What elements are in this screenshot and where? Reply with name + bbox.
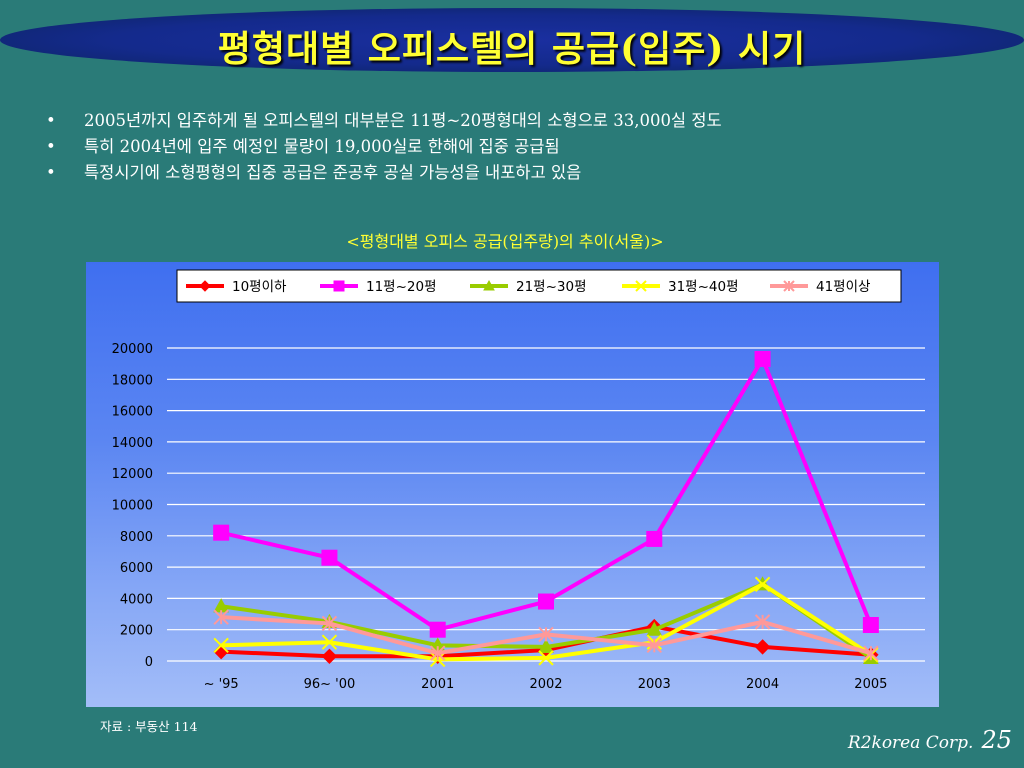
data-point: [754, 576, 771, 593]
line-chart: 0 2000 4000 6000 8000 10000 12000 14000 16000 180…: [112, 269, 925, 692]
legend-label: 41평이상: [816, 279, 870, 295]
y-tick-label: 14000: [112, 436, 153, 451]
data-point: [646, 637, 662, 654]
y-tick-label: 8000: [120, 530, 153, 545]
chart-title: <평형대별 오피스 공급(입주량)의 추이(서울)>: [346, 232, 664, 251]
data-point: [483, 279, 495, 291]
title-band: [0, 8, 1024, 72]
data-point: [754, 614, 771, 630]
y-tick-label: 16000: [112, 405, 153, 420]
y-tick-label: 0: [145, 655, 153, 670]
series-2: [213, 350, 879, 638]
data-point: [538, 638, 554, 654]
y-tick-label: 4000: [120, 592, 153, 607]
bullet-item: 특정시기에 소형평형의 집중 공급은 준공후 공실 가능성을 내포하고 있음: [46, 160, 722, 186]
data-point: [783, 280, 795, 292]
x-tick-label: 96~ '00: [304, 677, 356, 692]
data-point: [646, 530, 663, 547]
data-point: [863, 645, 879, 661]
data-point: [538, 650, 554, 666]
footer: R2korea Corp. 25: [848, 726, 1012, 754]
x-tick-label: 2004: [746, 677, 779, 692]
page-number: 25: [981, 726, 1012, 754]
data-point: [862, 617, 879, 634]
data-point: [538, 593, 554, 610]
data-point: [213, 637, 229, 654]
y-tick-label: 10000: [112, 499, 153, 514]
data-point: [213, 524, 230, 541]
data-point: [754, 350, 771, 367]
x-tick-label: 2001: [421, 677, 454, 692]
series-5: [213, 609, 879, 661]
y-tick-label: 18000: [112, 373, 153, 388]
grid-lines: [167, 347, 925, 662]
data-point: [635, 280, 647, 292]
data-point: [430, 645, 446, 661]
data-point: [646, 621, 663, 636]
data-point: [333, 280, 345, 292]
y-tick-label: 20000: [112, 342, 153, 357]
legend-label: 31평~40평: [668, 279, 739, 295]
data-point: [321, 634, 338, 650]
legend-label: 11평~20평: [366, 279, 437, 295]
x-tick-label: 2003: [638, 677, 671, 692]
data-point: [429, 621, 446, 638]
legend: 10평이하 11평~20평 21평~30평 31평~40평 41평이상: [176, 269, 902, 303]
y-tick-label: 2000: [120, 624, 153, 639]
data-point: [754, 639, 771, 655]
legend-label: 10평이하: [232, 279, 287, 295]
footer-corp: R2korea Corp.: [847, 733, 974, 753]
source-note: 자료 : 부동산 114: [100, 719, 198, 734]
data-point: [321, 648, 338, 665]
data-point: [321, 549, 338, 566]
y-tick-label: 6000: [120, 561, 153, 576]
data-point: [538, 626, 554, 643]
legend-label: 21평~30평: [516, 279, 587, 295]
y-tick-label: 12000: [112, 467, 153, 482]
series-3: [213, 576, 879, 664]
bullet-list: 2005년까지 입주하게 될 오피스텔의 대부분은 11평~20평형대의 소형으…: [46, 108, 722, 186]
bullet-item: 특히 2004년에 입주 예정인 물량이 19,000실로 한해에 집중 공급됨: [46, 134, 722, 160]
axis-labels: 0 2000 4000 6000 8000 10000 12000 14000 16000 180…: [112, 342, 888, 692]
data-point: [199, 280, 211, 292]
x-tick-label: ~ '95: [204, 677, 239, 692]
data-point: [213, 609, 229, 625]
x-tick-label: 2002: [529, 677, 562, 692]
bullet-item: 2005년까지 입주하게 될 오피스텔의 대부분은 11평~20평형대의 소형으…: [46, 108, 722, 134]
data-point: [321, 615, 338, 632]
slide-title: 평형대별 오피스텔의 공급(입주) 시기: [217, 28, 807, 70]
x-tick-label: 2005: [854, 677, 887, 692]
